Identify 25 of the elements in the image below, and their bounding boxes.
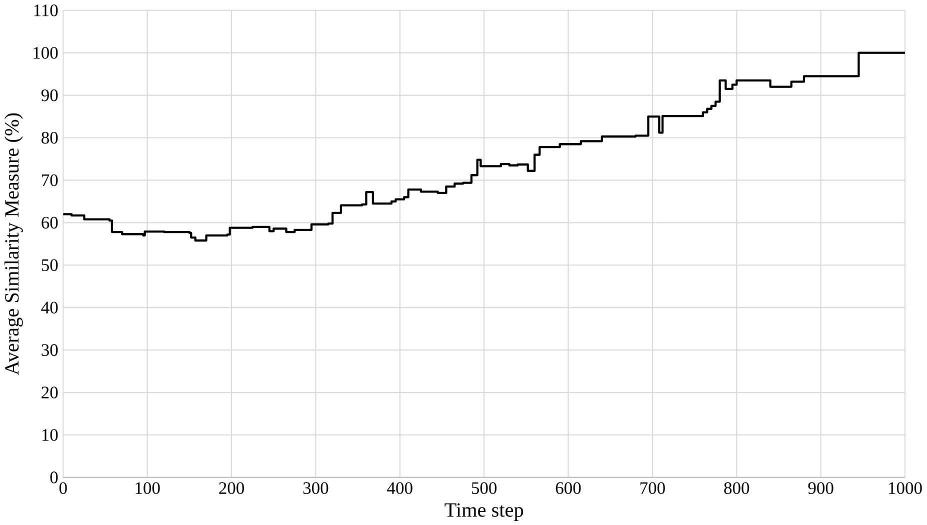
y-tick-label: 40 bbox=[41, 301, 58, 314]
x-tick-label: 300 bbox=[303, 482, 328, 494]
x-tick-label: 1000 bbox=[889, 482, 922, 494]
y-tick-label: 70 bbox=[42, 174, 58, 186]
x-tick-label: 200 bbox=[219, 482, 244, 494]
y-tick-label: 60 bbox=[42, 216, 58, 228]
x-tick-label: 100 bbox=[136, 482, 160, 494]
y-tick-label: 30 bbox=[42, 344, 58, 356]
x-tick-label: 700 bbox=[640, 482, 665, 494]
x-tick-label: 900 bbox=[808, 482, 834, 494]
x-tick-label: 400 bbox=[387, 482, 412, 494]
y-tick-label: 50 bbox=[42, 259, 58, 271]
x-tick-label: 600 bbox=[556, 482, 581, 494]
y-tick-label: 80 bbox=[42, 132, 58, 144]
x-axis-title: Time step bbox=[444, 503, 524, 521]
y-axis-title: Average Similarity Measure (%) bbox=[4, 113, 23, 375]
y-tick-label: 10 bbox=[42, 428, 58, 441]
y-tick-label: 0 bbox=[50, 471, 58, 484]
x-tick-label: 500 bbox=[472, 482, 497, 494]
x-tick-label: 800 bbox=[724, 482, 750, 494]
y-tick-label: 100 bbox=[34, 46, 58, 59]
y-tick-label: 90 bbox=[41, 89, 58, 102]
y-tick-label: 110 bbox=[34, 4, 58, 16]
y-tick-label: 20 bbox=[42, 386, 58, 398]
x-tick-label: 0 bbox=[59, 482, 67, 494]
